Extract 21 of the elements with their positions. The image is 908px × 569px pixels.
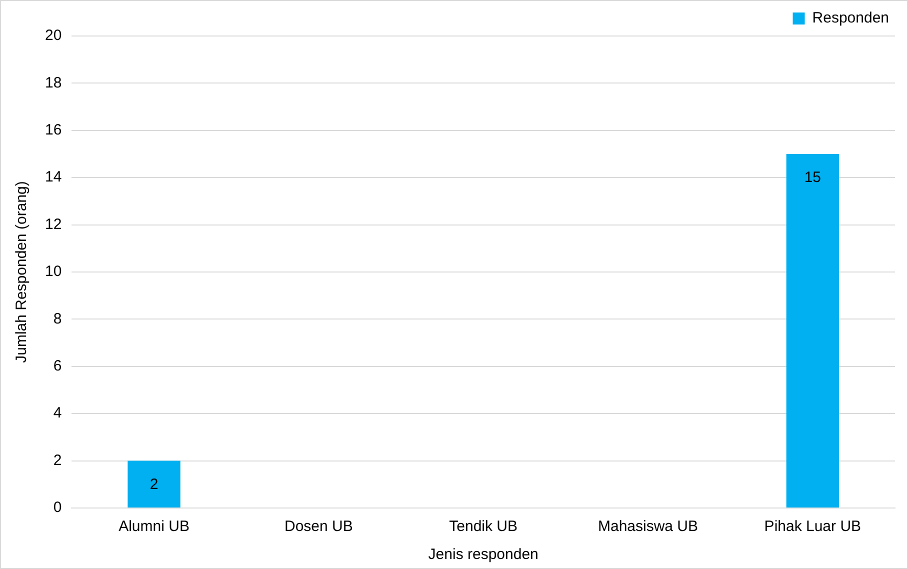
- y-tick-label: 10: [44, 263, 62, 280]
- y-tick-label: 0: [53, 499, 62, 516]
- x-tick-label: Mahasiswa UB: [598, 518, 698, 536]
- data-label: 15: [804, 169, 822, 186]
- y-tick-label: 6: [53, 358, 62, 375]
- y-tick-label: 20: [44, 27, 62, 44]
- x-axis-title: Jenis responden: [428, 546, 538, 564]
- y-tick-label: 14: [44, 168, 62, 186]
- x-tick-label: Alumni UB: [118, 518, 190, 536]
- y-tick-label: 18: [44, 74, 62, 92]
- y-tick-label: 16: [44, 122, 62, 139]
- x-tick-label: Pihak Luar UB: [764, 518, 862, 536]
- y-tick-label: 2: [53, 452, 62, 469]
- y-tick-label: 8: [53, 310, 62, 328]
- x-tick-label: Tendik UB: [449, 518, 518, 536]
- data-label: 2: [150, 476, 158, 493]
- y-axis-title: Jumlah Responden (orang): [13, 181, 30, 363]
- x-tick-label: Dosen UB: [284, 518, 353, 536]
- legend-label: Responden: [812, 10, 890, 27]
- y-tick-label: 12: [44, 216, 62, 233]
- y-tick-label: 4: [53, 404, 62, 422]
